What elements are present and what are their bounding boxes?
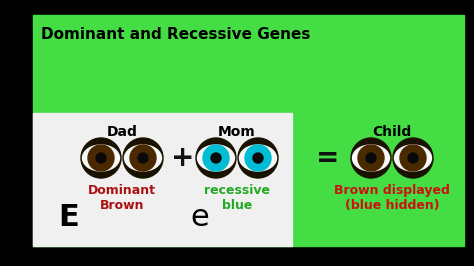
- Circle shape: [238, 138, 278, 178]
- Circle shape: [138, 153, 148, 163]
- Ellipse shape: [198, 145, 235, 171]
- Circle shape: [245, 145, 271, 171]
- Text: +: +: [171, 144, 195, 172]
- Text: E: E: [58, 203, 79, 232]
- Circle shape: [81, 138, 121, 178]
- Text: Dominant and Recessive Genes: Dominant and Recessive Genes: [41, 27, 310, 42]
- Circle shape: [130, 145, 156, 171]
- Text: e: e: [191, 203, 210, 232]
- Circle shape: [211, 153, 221, 163]
- Circle shape: [366, 153, 376, 163]
- Text: recessive
blue: recessive blue: [204, 184, 270, 212]
- Circle shape: [408, 153, 418, 163]
- Text: Dominant
Brown: Dominant Brown: [88, 184, 156, 212]
- Circle shape: [123, 138, 163, 178]
- Circle shape: [253, 153, 263, 163]
- Ellipse shape: [82, 145, 119, 171]
- Bar: [33, 113, 292, 246]
- Circle shape: [203, 145, 229, 171]
- Text: Mom: Mom: [218, 125, 256, 139]
- Text: =: =: [316, 144, 340, 172]
- Ellipse shape: [394, 145, 431, 171]
- Circle shape: [400, 145, 426, 171]
- Circle shape: [358, 145, 384, 171]
- Circle shape: [88, 145, 114, 171]
- Circle shape: [393, 138, 433, 178]
- Ellipse shape: [353, 145, 390, 171]
- Text: Child: Child: [373, 125, 411, 139]
- Circle shape: [351, 138, 391, 178]
- Circle shape: [196, 138, 236, 178]
- Ellipse shape: [239, 145, 276, 171]
- Circle shape: [96, 153, 106, 163]
- Bar: [33, 15, 464, 246]
- Text: Brown displayed
(blue hidden): Brown displayed (blue hidden): [334, 184, 450, 212]
- Text: Dad: Dad: [107, 125, 137, 139]
- Ellipse shape: [125, 145, 162, 171]
